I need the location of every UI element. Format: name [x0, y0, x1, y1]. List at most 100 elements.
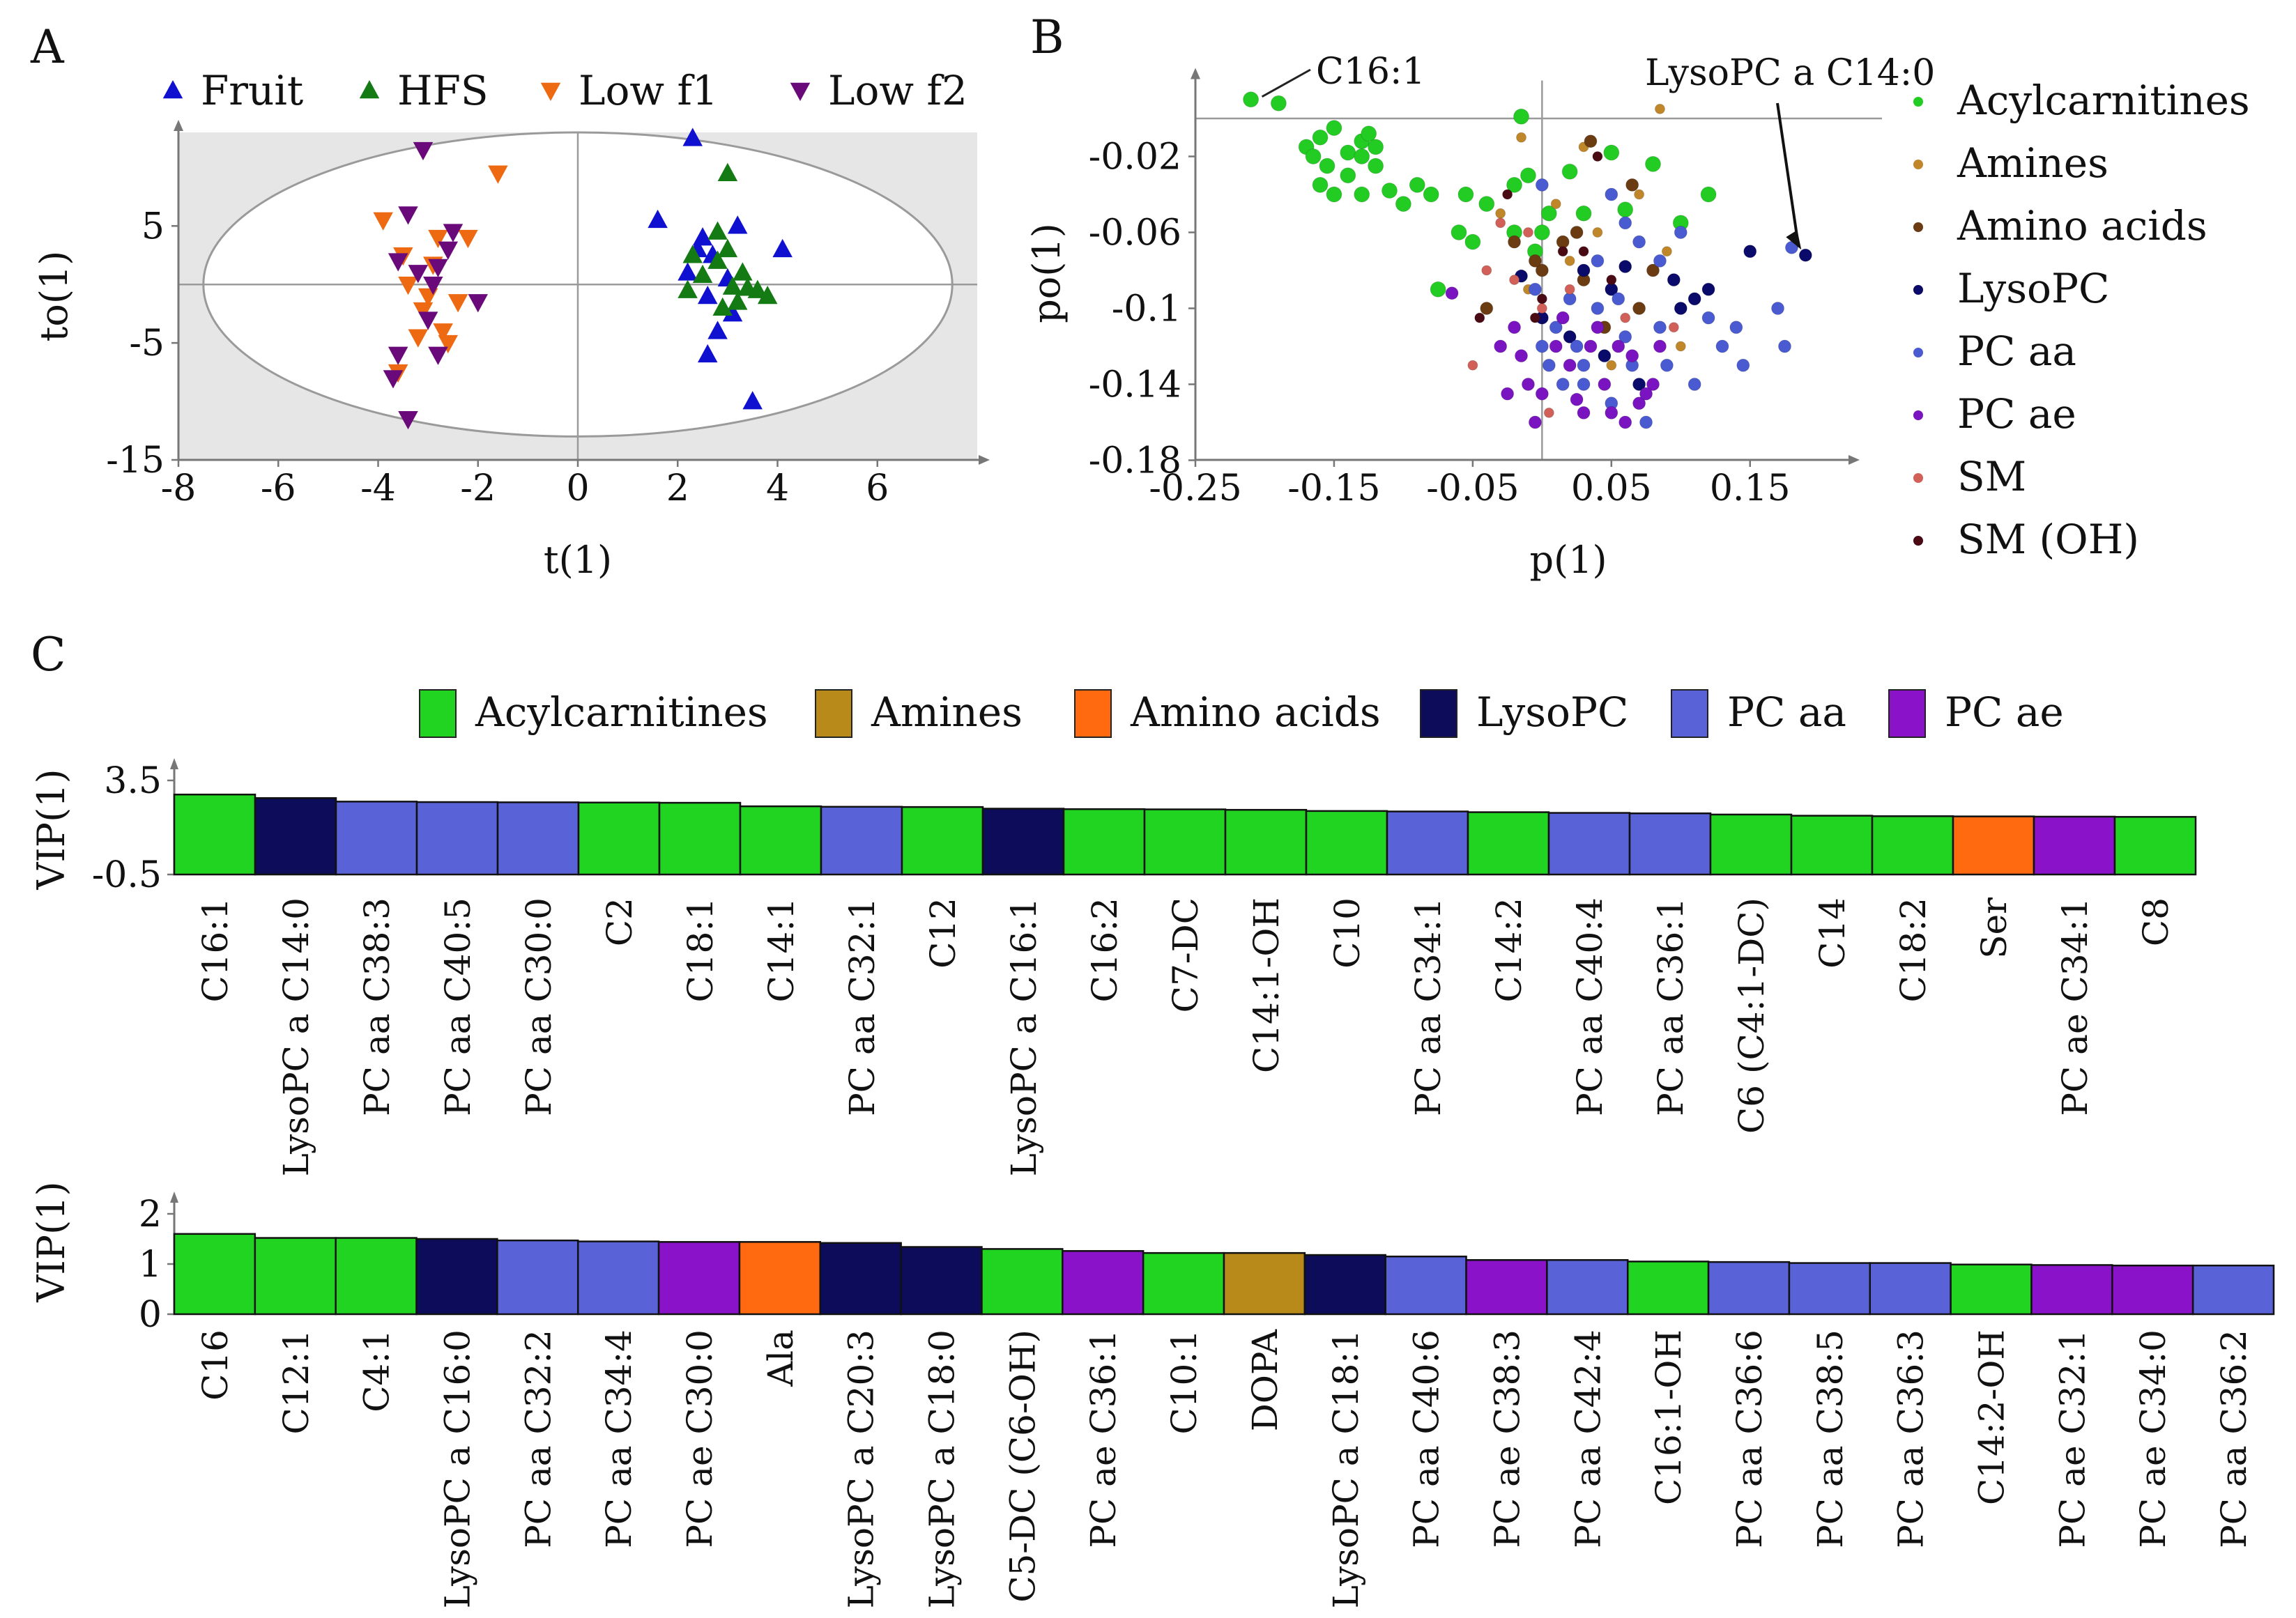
panel-b-point-acylcarnitines: [1520, 167, 1536, 184]
panel-b-legend-label-acylcarnitines: Acylcarnitines: [1957, 77, 2250, 124]
panel-b-point-pc-aa: [1618, 216, 1632, 230]
panel-a-point-fruit: [678, 262, 698, 281]
panel-c-bottom-bar-pc-aa-c34-4: [576, 1240, 660, 1316]
panel-label-a: A: [30, 20, 65, 74]
panel-c-legend-swatch-amino-acids: [1074, 689, 1112, 738]
panel-b-loading-plot: -0.25 -0.15 -0.05 0.05 0.15 -0.02 -0.06 -0.1 -0.…: [1025, 51, 2250, 582]
panel-c-top-bar-label-c6-c4-1-dc: C6 (C4:1-DC): [1731, 897, 1772, 1134]
panel-b-point-pc-aa: [1660, 358, 1674, 372]
panel-c-bottom-bar-pc-aa-c36-2: [2191, 1264, 2275, 1316]
panel-b-x-tick-label: 0.05: [1571, 468, 1652, 509]
panel-b-annotation-c16-1: C16:1: [1316, 51, 1425, 93]
panel-a-point-low-f1: [398, 276, 418, 295]
panel-b-point-sm: [1668, 322, 1679, 333]
panel-c-bottom-y-axis-label: VIP(1): [29, 1181, 73, 1302]
panel-b-point-pc-aa: [1591, 302, 1605, 315]
panel-b-point-amines: [1654, 103, 1665, 114]
panel-b-point-lysopc: [1632, 378, 1646, 391]
panel-b-point-sm: [1467, 360, 1478, 371]
panel-c-bottom-bar-label-lysopc-a-c18-1: LysoPC a C18:1: [1326, 1330, 1366, 1608]
panel-c-top-y-axis-arrow: [170, 758, 178, 769]
panel-a-legend-marker-low-f1: [540, 82, 561, 101]
panel-b-point-amines: [1564, 255, 1575, 266]
panel-a-point-fruit: [722, 303, 743, 322]
panel-a-point-low-f1: [488, 165, 508, 184]
panel-b-point-acylcarnitines: [1533, 224, 1550, 240]
panel-c-legend-label-pc-ae: PC ae: [1945, 688, 2064, 736]
panel-b-point-amino-acids: [1570, 226, 1584, 239]
panel-b-y-axis-label: po(1): [1025, 223, 1069, 323]
panel-b-point-pc-ae: [1508, 321, 1522, 334]
panel-c-bottom-bar-c10-1: [1142, 1251, 1225, 1316]
panel-a-point-hfs: [717, 162, 738, 181]
panel-c-legend-label-amines: Amines: [871, 688, 1023, 736]
panel-b-point-acylcarnitines: [1451, 224, 1467, 240]
panel-b-legend-marker-acylcarnitines: [1913, 97, 1923, 107]
panel-c-top-bar-label-c14-1-oh: C14:1-OH: [1246, 897, 1287, 1073]
panel-c-bottom-bar-ala: [738, 1241, 822, 1316]
panel-c-top-bar-label-c18-2: C18:2: [1893, 897, 1934, 1003]
panel-b-point-pc-aa: [1736, 358, 1750, 372]
panel-a-point-low-f2: [398, 206, 418, 225]
panel-b-point-lysopc: [1563, 330, 1577, 344]
panel-c-top-bar-c14-1: [739, 805, 822, 876]
panel-a-point-low-f2: [408, 265, 429, 284]
panel-a-x-tick-label: -2: [460, 468, 496, 509]
panel-a-point-low-f2: [443, 224, 464, 242]
panel-c-top-bar-label-c16-1: C16:1: [195, 897, 236, 1003]
panel-b-point-acylcarnitines: [1700, 186, 1717, 203]
panel-c-top-bar-label-lysopc-a-c16-1: LysoPC a C16:1: [1004, 897, 1044, 1176]
panel-b-point-pc-ae: [1577, 406, 1591, 419]
panel-b-point-amines: [1634, 189, 1645, 200]
panel-b-point-pc-aa: [1618, 330, 1632, 344]
panel-b-point-amino-acids: [1625, 178, 1639, 192]
panel-a-point-fruit: [648, 209, 668, 229]
panel-b-point-acylcarnitines: [1617, 201, 1634, 218]
panel-b-point-pc-aa: [1570, 339, 1584, 353]
panel-c-bottom-bar-label-pc-aa-c32-2: PC aa C32:2: [518, 1330, 558, 1548]
panel-c-bottom-bar-label-pc-aa-c38-5: PC aa C38:5: [1810, 1330, 1851, 1548]
panel-a-point-low-f2: [388, 346, 408, 365]
panel-c-bottom-bar-label-pc-ae-c38-3: PC ae C38:3: [1487, 1330, 1527, 1548]
panel-a-point-hfs: [678, 279, 698, 298]
panel-b-y-tick-label: -0.06: [1089, 213, 1181, 254]
panel-b-point-pc-aa: [1535, 178, 1549, 192]
panel-c-top-bar-label-c12: C12: [923, 897, 963, 969]
panel-a-point-hfs: [707, 221, 728, 240]
panel-a-point-low-f1: [433, 323, 453, 342]
panel-c-bottom-bar-c5-dc-c6-oh: [981, 1248, 1064, 1316]
panel-b-point-pc-aa: [1528, 282, 1542, 296]
panel-c-bottom-bar-pc-aa-c36-6: [1707, 1261, 1791, 1316]
panel-b-point-sm-oh: [1529, 312, 1540, 323]
panel-b-point-pc-ae: [1528, 415, 1542, 429]
panel-c-bottom-bar-label-pc-aa-c36-6: PC aa C36:6: [1729, 1330, 1770, 1548]
panel-b-point-lysopc: [1618, 260, 1632, 274]
panel-c-legend: Acylcarnitines Amines Amino acids LysoPC PC …: [419, 688, 2064, 738]
panel-c-vip-plots: Acylcarnitines Amines Amino acids LysoPC PC …: [29, 688, 2275, 1608]
panel-b-x-tick-label: 0.15: [1710, 468, 1791, 509]
panel-a-point-hfs: [727, 291, 748, 310]
panel-c-top-bar-pc-aa-c40-4: [1547, 812, 1631, 876]
panel-b-point-acylcarnitines: [1540, 205, 1557, 222]
panel-b-point-pc-ae: [1535, 387, 1549, 401]
panel-a-x-axis-arrow: [979, 455, 990, 465]
panel-c-top-bar-lysopc-a-c16-1: [981, 808, 1065, 876]
panel-b-point-acylcarnitines: [1603, 144, 1620, 161]
panel-c-top-bar-c12: [901, 806, 984, 876]
panel-b-point-amines: [1550, 199, 1561, 210]
panel-c-legend-swatch-lysopc: [1420, 689, 1457, 738]
panel-c-top-bar-label-pc-aa-c40-5: PC aa C40:5: [438, 897, 478, 1116]
panel-a-point-low-f1: [408, 329, 429, 348]
panel-b-point-lysopc: [1667, 273, 1681, 287]
panel-c-bottom-bar-lysopc-a-c16-0: [415, 1238, 498, 1316]
panel-c-top-bar-c7-dc: [1143, 808, 1227, 876]
panel-c-bottom-y-tick-label: 0: [139, 1294, 162, 1336]
panel-b-legend-marker-pc-ae: [1913, 410, 1923, 420]
panel-b-point-amino-acids: [1508, 235, 1522, 249]
panel-c-top-bar-label-pc-ae-c34-1: PC ae C34:1: [2055, 897, 2095, 1116]
panel-a-x-axis-label: t(1): [544, 538, 612, 582]
panel-c-top-bar-label-c10: C10: [1327, 897, 1368, 969]
panel-b-point-pc-ae: [1494, 339, 1508, 353]
panel-b-point-pc-ae: [1605, 406, 1618, 419]
panel-b-legend-label-amino-acids: Amino acids: [1957, 202, 2207, 249]
